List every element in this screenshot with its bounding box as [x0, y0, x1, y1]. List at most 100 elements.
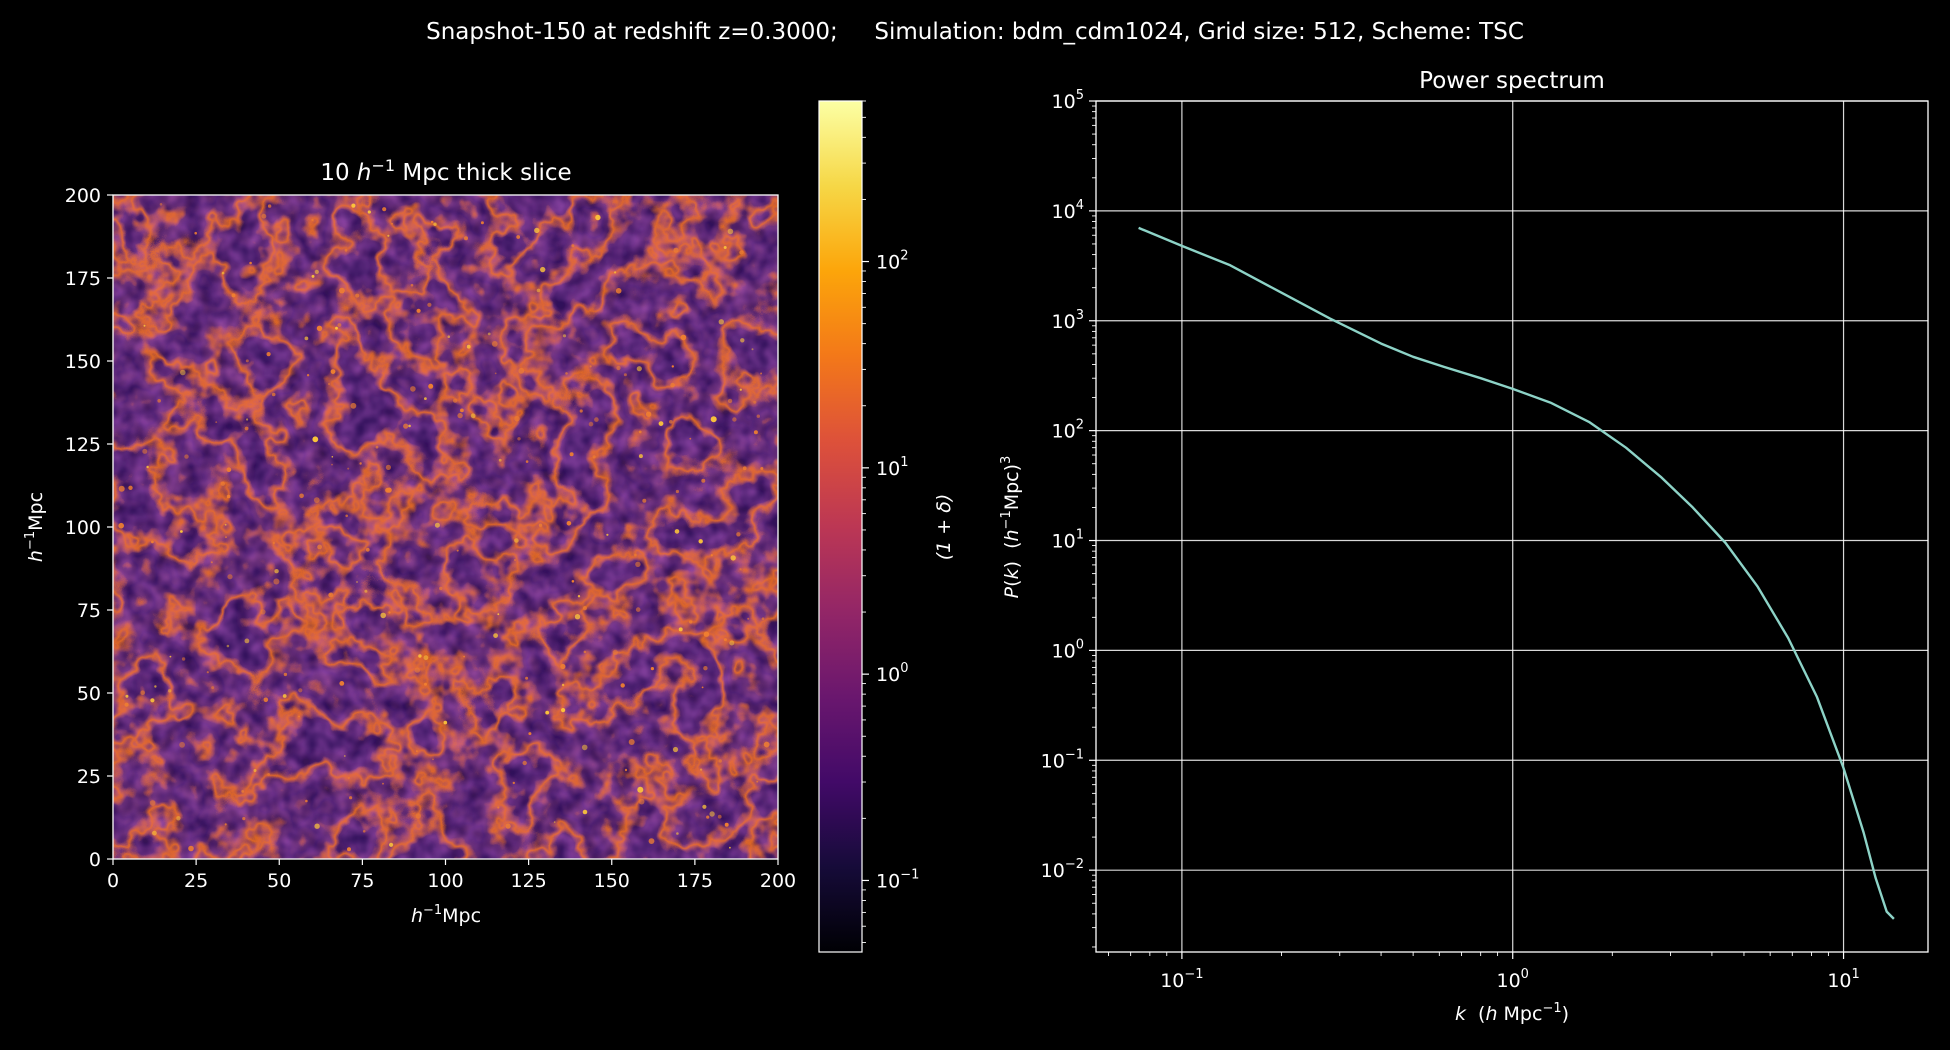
halo-point [221, 271, 225, 275]
halo-point [317, 544, 322, 550]
slice-y-tick-label: 100 [65, 517, 101, 539]
halo-point [553, 821, 556, 823]
halo-point [669, 420, 673, 424]
halo-point [225, 536, 227, 538]
halo-point [457, 412, 463, 419]
slice-y-tick-label: 125 [65, 434, 101, 456]
halo-point [606, 533, 609, 536]
halo-point [382, 782, 384, 785]
slice-x-tick-label: 150 [594, 870, 630, 892]
halo-point [571, 244, 575, 248]
halo-point [430, 220, 434, 224]
halo-point [453, 398, 458, 403]
halo-point [534, 227, 540, 234]
halo-point [753, 430, 758, 435]
halo-point [423, 655, 429, 661]
halo-point [634, 553, 637, 557]
halo-point [702, 804, 707, 809]
halo-point [614, 271, 617, 274]
halo-point [635, 607, 641, 612]
halo-point [434, 522, 440, 528]
halo-point [331, 463, 333, 466]
halo-point [210, 561, 213, 564]
halo-point [701, 478, 706, 483]
halo-point [460, 408, 464, 413]
halo-point [304, 336, 309, 341]
halo-point [494, 372, 497, 375]
halo-point [675, 489, 680, 494]
halo-point [674, 529, 680, 534]
halo-point [491, 341, 498, 347]
halo-point [124, 702, 129, 707]
halo-point [180, 530, 183, 533]
halo-point [739, 568, 742, 571]
pk-y-ticks: 10−2 10−1 100 101 102 103 104 105 [1041, 88, 1096, 948]
halo-point [359, 462, 362, 465]
halo-point [312, 436, 319, 443]
halo-point [718, 759, 722, 763]
halo-point [620, 683, 625, 688]
slice-x-tick-label: 0 [107, 870, 119, 892]
halo-point [157, 399, 161, 403]
colorbar-tick-label: 102 [876, 249, 908, 274]
halo-point [306, 374, 310, 377]
halo-point [582, 809, 588, 815]
halo-point [314, 269, 319, 274]
halo-point [698, 539, 703, 544]
halo-point [703, 666, 708, 671]
halo-point [740, 338, 745, 343]
halo-point [274, 569, 279, 574]
halo-point [184, 454, 189, 459]
halo-point [410, 386, 416, 392]
halo-point [188, 845, 194, 852]
halo-point [710, 416, 717, 423]
pk-frame [1095, 100, 1929, 953]
halo-point [706, 815, 710, 819]
halo-point [760, 372, 763, 375]
halo-point [595, 214, 601, 221]
halo-point [727, 398, 733, 404]
slice-y-ticks: 0 25 50 75 100 125 150 175 200 [65, 185, 113, 871]
pk-title: Power spectrum [1419, 68, 1605, 94]
halo-point [466, 344, 471, 349]
halo-point [514, 415, 520, 422]
halo-point [545, 710, 550, 715]
halo-point [525, 676, 529, 680]
halo-point [703, 631, 710, 637]
slice-x-tick-label: 25 [184, 870, 208, 892]
halo-point [244, 426, 249, 431]
halo-point [418, 654, 422, 658]
halo-point [648, 838, 655, 844]
slice-title: 10 h−1 Mpc thick slice [320, 156, 571, 186]
halo-point [724, 822, 729, 827]
halo-point [676, 832, 679, 835]
halo-point [339, 287, 345, 294]
halo-point [701, 686, 704, 689]
halo-point [389, 842, 394, 847]
halo-point [612, 649, 618, 656]
halo-point [427, 302, 432, 307]
halo-point [415, 813, 421, 819]
halo-point [732, 417, 737, 422]
halo-point [367, 210, 371, 214]
slice-x-ticks: 0 25 50 75 100 125 150 175 200 [107, 859, 796, 892]
halo-point [125, 694, 129, 698]
halo-point [245, 359, 249, 363]
halo-point [579, 409, 583, 413]
halo-point [516, 235, 521, 239]
halo-point [512, 781, 515, 785]
halo-point [391, 223, 393, 225]
halo-point [362, 830, 366, 833]
halo-point [339, 681, 345, 686]
halo-point [347, 467, 350, 470]
halo-point [364, 589, 368, 593]
halo-point [428, 383, 434, 389]
halo-point [206, 671, 209, 674]
halo-point [260, 609, 266, 615]
slice-ylabel: h−1Mpc [23, 492, 47, 562]
halo-point [689, 620, 693, 624]
halo-point [670, 382, 675, 388]
pk-grid [1096, 100, 1928, 952]
halo-point [283, 672, 288, 677]
halo-point [615, 288, 622, 294]
